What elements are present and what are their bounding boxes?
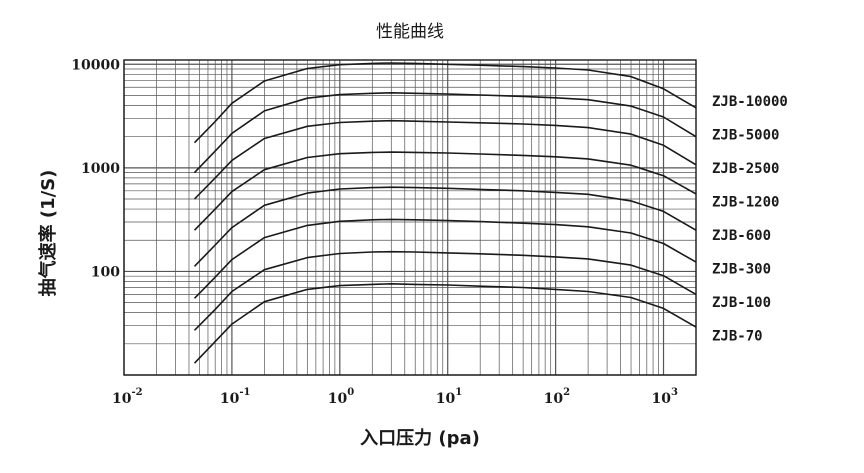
x-tick-label: 10-1 xyxy=(220,387,251,407)
series-line-zjb-100 xyxy=(193,250,697,331)
series-line-zjb-2500 xyxy=(193,119,697,200)
series-curves xyxy=(193,62,697,364)
series-line-zjb-600 xyxy=(193,186,697,267)
series-label-zjb-100: ZJB-100 xyxy=(712,295,771,311)
series-line-zjb-70 xyxy=(193,283,697,364)
plot-frame xyxy=(123,59,697,376)
series-line-zjb-1200 xyxy=(193,151,697,231)
series-label-zjb-2500: ZJB-2500 xyxy=(712,161,779,177)
x-tick-label: 10-2 xyxy=(112,387,143,407)
tick-labels: 10000 1000 100 10-2 10-1 100 101 102 103 xyxy=(71,57,678,407)
grid-lines xyxy=(123,59,697,376)
chart-title: 性能曲线 xyxy=(376,22,444,42)
series-line-zjb-10000 xyxy=(193,62,697,144)
y-axis-title: 抽气速率 (1/S) xyxy=(37,170,59,297)
series-labels: ZJB-10000 ZJB-5000 ZJB-2500 ZJB-1200 ZJB-600… xyxy=(712,94,788,345)
x-tick-label: 100 xyxy=(328,387,354,407)
y-tick-label: 10000 xyxy=(71,57,120,73)
series-label-zjb-600: ZJB-600 xyxy=(712,228,771,244)
x-tick-label: 102 xyxy=(544,387,570,407)
series-label-zjb-300: ZJB-300 xyxy=(712,262,771,278)
series-label-zjb-1200: ZJB-1200 xyxy=(712,195,779,211)
x-tick-label: 103 xyxy=(652,387,678,407)
series-label-zjb-70: ZJB-70 xyxy=(712,329,763,345)
x-tick-label: 101 xyxy=(436,387,462,407)
series-line-zjb-5000 xyxy=(193,92,697,174)
y-tick-label: 100 xyxy=(91,264,120,280)
series-label-zjb-10000: ZJB-10000 xyxy=(712,94,788,110)
y-tick-label: 1000 xyxy=(81,161,120,177)
series-line-zjb-300 xyxy=(193,218,697,299)
x-axis-title: 入口压力 (pa) xyxy=(360,428,480,449)
series-label-zjb-5000: ZJB-5000 xyxy=(712,128,779,144)
